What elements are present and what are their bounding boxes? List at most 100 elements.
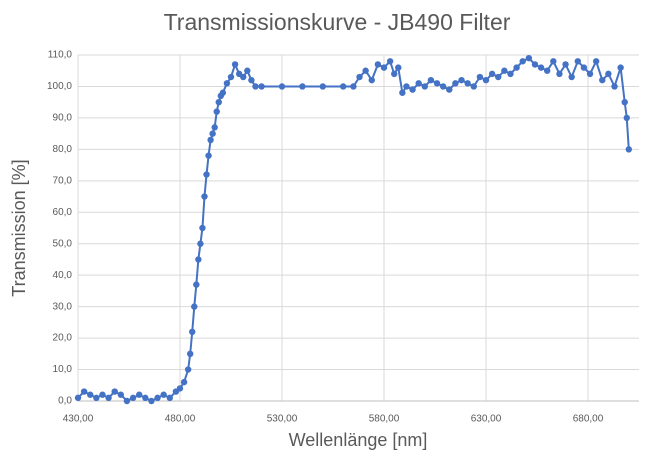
chart-title: Transmissionskurve - JB490 Filter <box>164 9 511 35</box>
data-point <box>142 394 149 402</box>
x-tick-label: 530,00 <box>267 414 298 425</box>
data-point <box>136 391 143 398</box>
data-point <box>464 80 471 87</box>
data-point <box>556 70 563 78</box>
data-point <box>176 385 184 392</box>
data-point <box>592 58 600 65</box>
data-point <box>482 76 490 84</box>
data-point <box>562 61 569 68</box>
data-point <box>399 89 406 96</box>
y-tick-label: 0,0 <box>58 396 72 407</box>
x-tick-label: 430,00 <box>63 414 94 425</box>
y-tick-label: 110,0 <box>48 50 73 61</box>
data-point <box>386 58 394 65</box>
data-point <box>213 108 220 115</box>
data-point <box>550 58 557 65</box>
y-tick-label: 100,0 <box>47 81 72 92</box>
y-tick-label: 20,0 <box>53 333 73 344</box>
data-point <box>350 83 357 90</box>
data-point <box>205 152 212 159</box>
data-point <box>160 391 167 398</box>
data-point <box>439 83 447 90</box>
data-point <box>374 61 382 68</box>
data-point <box>211 124 218 131</box>
data-point <box>209 130 216 137</box>
data-point <box>207 136 214 144</box>
data-point <box>154 394 161 402</box>
data-point <box>197 240 204 247</box>
data-point <box>446 86 453 93</box>
data-point <box>403 83 410 90</box>
data-point <box>599 76 606 84</box>
data-point <box>568 73 575 81</box>
data-line <box>77 56 630 403</box>
data-point <box>105 394 112 402</box>
data-point <box>501 67 508 74</box>
data-point <box>362 67 369 74</box>
data-point <box>415 80 422 87</box>
x-tick-label: 480,00 <box>165 414 196 425</box>
data-point <box>319 83 326 90</box>
data-point <box>231 61 239 68</box>
data-point <box>244 67 251 74</box>
data-point <box>123 397 131 405</box>
data-point <box>580 64 588 71</box>
data-point <box>617 64 624 71</box>
data-point <box>195 256 202 263</box>
data-point <box>611 83 618 90</box>
data-point <box>421 83 428 90</box>
data-point <box>299 83 306 90</box>
data-point <box>621 98 628 106</box>
data-point <box>625 146 632 153</box>
data-point <box>531 61 539 68</box>
y-tick-label: 30,0 <box>53 301 73 312</box>
data-point <box>409 86 416 93</box>
data-point <box>93 394 100 402</box>
data-point <box>240 73 247 81</box>
data-point <box>368 76 375 84</box>
data-point <box>507 70 514 78</box>
data-point <box>391 70 398 78</box>
x-tick-label: 630,00 <box>471 414 502 425</box>
data-point <box>470 83 477 90</box>
data-point <box>80 388 88 395</box>
data-point <box>117 391 125 398</box>
data-point <box>248 76 255 84</box>
data-point <box>223 80 231 87</box>
y-tick-label: 60,0 <box>53 207 73 218</box>
data-point <box>452 80 459 87</box>
data-point <box>148 397 155 405</box>
x-tick-label: 580,00 <box>369 414 400 425</box>
y-tick-label: 50,0 <box>53 238 73 249</box>
x-tick-label: 680,00 <box>573 414 604 425</box>
y-tick-label: 90,0 <box>53 113 73 124</box>
data-point <box>201 193 208 200</box>
data-point <box>189 328 196 335</box>
data-point <box>215 98 222 106</box>
data-point <box>605 70 612 78</box>
data-point <box>258 83 265 90</box>
data-point <box>87 391 94 398</box>
data-point <box>203 171 210 178</box>
data-point <box>227 73 235 81</box>
data-point <box>476 73 484 81</box>
data-point <box>191 303 198 310</box>
y-axis-title: Transmission [%] <box>9 159 29 296</box>
data-point <box>187 350 194 358</box>
data-point <box>544 67 551 74</box>
data-point <box>427 76 435 84</box>
data-point <box>99 391 106 398</box>
data-point <box>519 58 526 65</box>
data-point <box>488 70 496 78</box>
data-point <box>74 394 82 402</box>
data-point <box>380 64 388 71</box>
data-point <box>574 58 581 65</box>
data-point <box>537 64 545 71</box>
y-tick-label: 40,0 <box>53 270 73 281</box>
data-point <box>193 281 200 288</box>
y-tick-label: 70,0 <box>53 175 73 186</box>
data-point <box>458 76 465 84</box>
x-axis-title: Wellenlänge [nm] <box>289 430 428 450</box>
data-point <box>166 394 173 402</box>
